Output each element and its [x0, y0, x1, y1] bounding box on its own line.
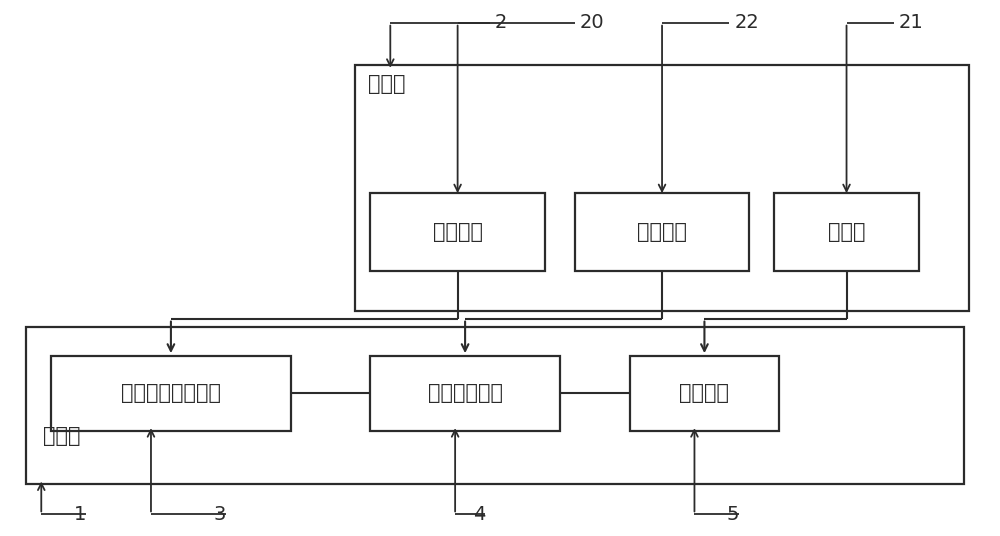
Text: 控制机: 控制机	[43, 426, 81, 446]
Text: 操作盘: 操作盘	[828, 222, 865, 242]
Text: 自动诊断模块: 自动诊断模块	[428, 383, 503, 403]
Text: 3: 3	[213, 505, 226, 524]
Bar	[575, 193, 749, 271]
Text: 1: 1	[74, 505, 86, 524]
Text: 2: 2	[495, 13, 507, 32]
Text: 5: 5	[727, 505, 739, 524]
Bar	[370, 193, 545, 271]
Text: 显示模块: 显示模块	[433, 222, 483, 242]
Text: 警示模块: 警示模块	[637, 222, 687, 242]
Text: 20: 20	[580, 13, 604, 32]
Text: 4: 4	[473, 505, 485, 524]
Bar	[370, 356, 560, 430]
Text: 21: 21	[899, 13, 924, 32]
Bar	[774, 193, 919, 271]
Bar	[630, 356, 779, 430]
Bar	[51, 356, 291, 430]
Text: 操作台: 操作台	[368, 74, 406, 94]
Text: 控制模块: 控制模块	[679, 383, 729, 403]
Bar	[355, 65, 969, 311]
Bar	[26, 326, 964, 484]
Text: 22: 22	[734, 13, 759, 32]
Text: 数据采集分析模块: 数据采集分析模块	[121, 383, 221, 403]
